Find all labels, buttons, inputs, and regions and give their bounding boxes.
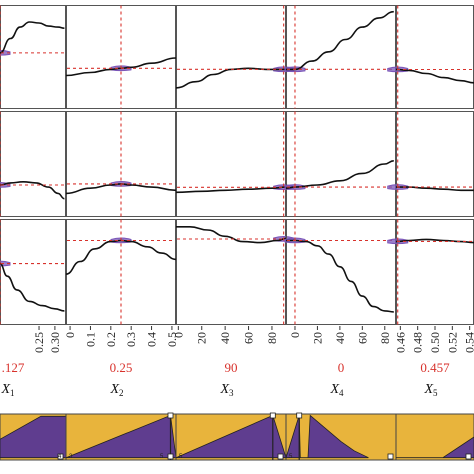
x-tick-label: 0.25 — [32, 332, 46, 353]
panel-frame — [67, 6, 176, 109]
variable-label: X3 — [219, 382, 234, 398]
x-tick-label: 0 — [288, 332, 302, 338]
panel-frame — [177, 220, 286, 325]
desirability-end-handle — [388, 454, 393, 459]
variable-label: X4 — [329, 382, 344, 398]
panel-frame — [67, 112, 176, 217]
x-tick-label: 0.1 — [83, 332, 97, 347]
desirability-segment-4: 5 — [286, 413, 396, 460]
x-tick-label: 0.54 — [463, 332, 474, 353]
variable-label: X2 — [109, 382, 123, 398]
x-tick-label: 0.52 — [445, 332, 459, 353]
variable-subscript: 4 — [339, 388, 344, 398]
x-tick-label: 0.4 — [145, 332, 159, 347]
x-tick-label: 0.30 — [48, 332, 62, 353]
panel-frame — [287, 112, 396, 217]
panel-frame — [177, 112, 286, 217]
profile-panel-r3-c2 — [66, 220, 176, 325]
profile-panel-r1-c1 — [0, 6, 66, 109]
x-tick-label: 0.46 — [393, 332, 407, 353]
current-value-labels: .127 0.25 90 0 0.457 — [2, 360, 451, 375]
desirability-end-handle — [466, 454, 471, 459]
variable-letter: X — [423, 382, 433, 397]
current-value-label: 0 — [338, 360, 345, 375]
desirability-segment-1: 4 — [0, 414, 66, 460]
x-tick-label: 0.3 — [124, 332, 138, 347]
x-tick-label: 20 — [310, 332, 324, 344]
current-value-label: .127 — [2, 360, 25, 375]
profile-curve — [286, 161, 394, 188]
x-tick-label: 40 — [333, 332, 347, 344]
profile-panel-r3-c4 — [285, 220, 396, 325]
x-tick-label: 80 — [378, 332, 392, 344]
variable-letter: X — [0, 382, 10, 397]
variable-label: X1 — [0, 382, 14, 398]
x-tick-label: 0.2 — [104, 332, 118, 347]
profile-curve — [286, 241, 394, 312]
panel-frame — [177, 6, 286, 109]
profile-panel-r2-c1 — [0, 112, 66, 217]
variable-label: X5 — [423, 382, 438, 398]
desirability-end-handle — [168, 454, 173, 459]
desirability-handle — [297, 413, 302, 418]
profiler-panels — [0, 6, 474, 325]
current-value-label: 90 — [225, 360, 238, 375]
x-tick-label: 20 — [195, 332, 209, 344]
variable-subscript: 3 — [229, 388, 234, 398]
profile-panel-r3-c1 — [0, 220, 66, 325]
variable-subscript: 2 — [119, 388, 124, 398]
profile-panel-r2-c5 — [388, 112, 474, 217]
variable-subscript: 1 — [10, 388, 15, 398]
profile-panel-r1-c2 — [66, 6, 176, 109]
x-tick-label: 40 — [218, 332, 232, 344]
profile-curve — [176, 227, 286, 243]
desirability-segment-3: 5 — [176, 413, 286, 460]
x-tick-label: 0.48 — [411, 332, 425, 353]
desirability-handle — [168, 413, 173, 418]
panel-frame — [287, 6, 396, 109]
variable-letter: X — [329, 382, 339, 397]
x-tick-labels: 0.25 0.30 0 0.1 0.2 0.3 0.4 0.50 20 40 60 80 0 20 40 60… — [32, 326, 474, 353]
desirability-handle — [270, 413, 275, 418]
panel-frame — [67, 220, 176, 325]
panel-frame — [397, 6, 474, 109]
x-tick-label: 0 — [63, 332, 77, 338]
profile-panel-r2-c4 — [285, 112, 396, 217]
profile-curve — [0, 264, 64, 311]
variable-letter: X — [109, 382, 119, 397]
x-tick-label: 0.50 — [428, 332, 442, 353]
panel-frame — [1, 112, 66, 217]
profile-curve — [0, 22, 64, 53]
variable-labels: X1 X2 X3 X4 X5 — [0, 382, 438, 398]
x-tick-label: 60 — [242, 332, 256, 344]
x-tick-label: 80 — [265, 332, 279, 344]
profile-panel-r3-c3 — [176, 220, 294, 325]
profile-panel-r1-c4 — [285, 6, 396, 109]
variable-letter: X — [219, 382, 229, 397]
profile-panel-r2-c3 — [176, 112, 294, 217]
profile-curve — [286, 12, 394, 70]
profile-panel-r1-c3 — [176, 6, 294, 109]
profile-curve — [176, 187, 286, 192]
desirability-end-handle — [278, 454, 283, 459]
panel-frame — [397, 220, 474, 325]
x-tick-label: 0 — [171, 332, 185, 338]
panel-frame — [1, 6, 66, 109]
profile-panel-r1-c5 — [388, 6, 474, 109]
variable-subscript: 5 — [433, 388, 438, 398]
current-value-label: 0.25 — [110, 360, 133, 375]
panel-frame — [397, 112, 474, 217]
desirability-segment-5 — [396, 414, 474, 460]
profile-panel-r2-c2 — [66, 112, 176, 217]
current-value-label: 0.457 — [420, 360, 450, 375]
profile-curve — [176, 68, 286, 88]
x-tick-label: 60 — [355, 332, 369, 344]
profile-panel-r3-c5 — [388, 220, 474, 325]
